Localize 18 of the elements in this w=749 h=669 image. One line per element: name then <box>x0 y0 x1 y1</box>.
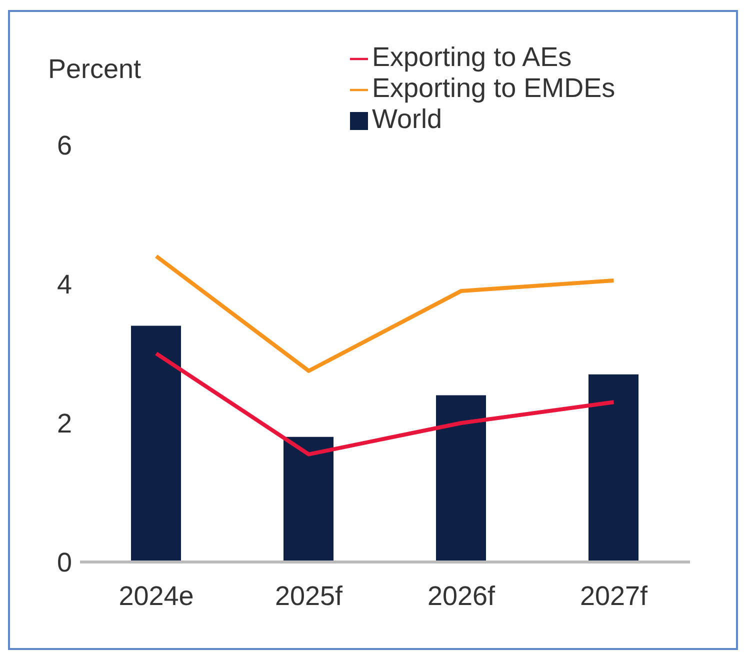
x-tick-label: 2025f <box>274 581 344 612</box>
y-axis-title: Percent <box>48 54 142 85</box>
y-tick-label: 0 <box>56 548 72 578</box>
x-tick-label: 2026f <box>427 581 496 612</box>
bar <box>131 326 181 562</box>
bar <box>436 395 486 562</box>
x-tick-label: 2024e <box>118 581 194 612</box>
bar <box>588 374 638 562</box>
y-tick-label: 6 <box>56 130 72 161</box>
legend-label: Exporting to AEs <box>372 42 572 72</box>
line-series <box>154 254 616 373</box>
bar <box>284 436 334 562</box>
legend-label: World <box>372 104 442 134</box>
legend-label: Exporting to EMDEs <box>372 73 616 103</box>
x-tick-label: 2027f <box>580 581 648 612</box>
line-series <box>154 352 616 456</box>
y-tick-label: 2 <box>56 408 72 439</box>
y-tick-label: 4 <box>56 270 72 300</box>
